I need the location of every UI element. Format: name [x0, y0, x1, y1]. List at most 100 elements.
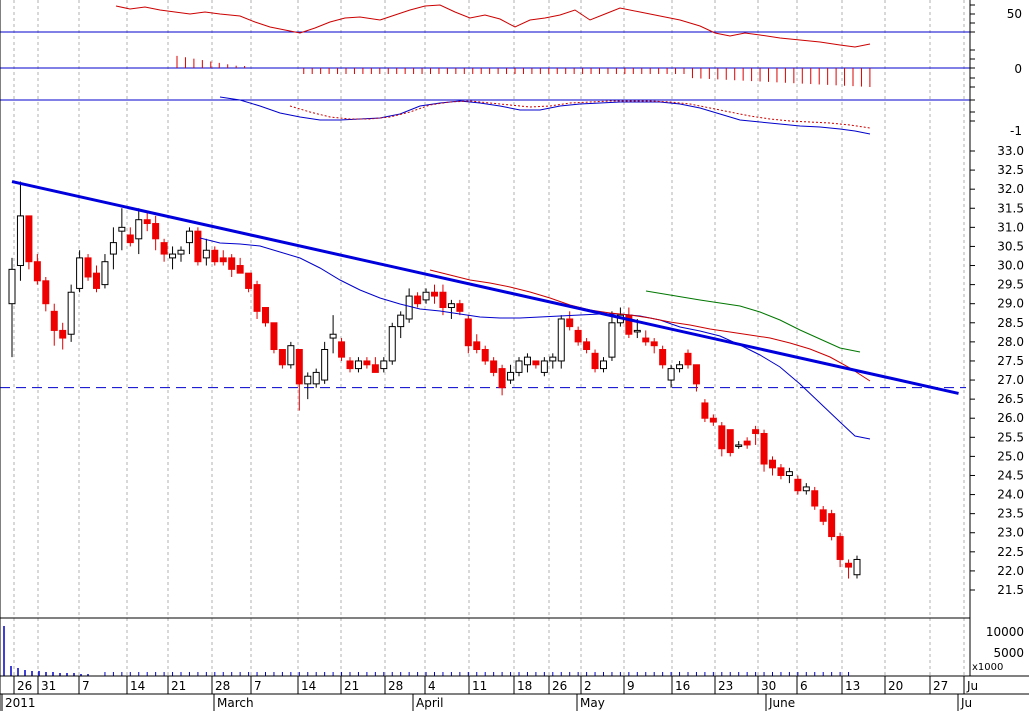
candle-body — [312, 371, 320, 385]
date-tick-label: 28 — [215, 679, 230, 693]
date-tick-label: 21 — [344, 679, 359, 693]
month-labels: 2011 March April May June Ju — [1, 694, 972, 711]
candle-body — [76, 257, 84, 289]
candle — [447, 299, 455, 319]
price-tick-label: 24.0 — [997, 488, 1024, 502]
date-tick-label: 21 — [171, 679, 186, 693]
candle-body — [532, 360, 540, 366]
candle-body — [608, 322, 616, 358]
date-tick-label: 14 — [301, 679, 316, 693]
candle-body — [185, 230, 193, 244]
date-tick-label: 31 — [41, 679, 56, 693]
candle-body — [743, 440, 751, 446]
candle — [515, 357, 523, 377]
candle-body — [228, 257, 236, 270]
date-tick-label: 2 — [584, 679, 592, 693]
candle — [422, 288, 430, 304]
candle — [169, 246, 177, 270]
candle — [380, 357, 388, 373]
candle-body — [684, 352, 692, 366]
candle-body — [194, 230, 202, 263]
candle — [676, 360, 684, 373]
candle — [228, 254, 236, 277]
candle-body — [245, 272, 253, 289]
candle — [735, 441, 743, 449]
moving-average-50 — [429, 269, 871, 382]
candle — [354, 357, 362, 373]
volume-tick-label: 10000 — [986, 625, 1024, 639]
candle — [769, 456, 776, 476]
candle-body — [126, 234, 134, 244]
candle — [338, 338, 346, 361]
candle — [219, 250, 227, 266]
date-tick-label: 6 — [800, 679, 808, 693]
indicator-tick-label: -1 — [1010, 124, 1022, 138]
date-tick-label: 27 — [933, 679, 948, 693]
candle — [540, 357, 548, 377]
candle — [152, 215, 160, 251]
candle-body — [211, 249, 219, 263]
candle-body — [557, 318, 565, 362]
date-tick-label: 23 — [718, 679, 733, 693]
price-tick-label: 22.5 — [997, 545, 1024, 559]
indicator-tick-label: 0 — [1014, 62, 1022, 76]
candle — [321, 341, 329, 384]
price-tick-label: 25.5 — [997, 430, 1024, 444]
candle-body — [515, 360, 523, 373]
candle — [760, 429, 768, 472]
candle-body — [676, 364, 684, 370]
candle — [802, 483, 810, 495]
candle — [709, 414, 717, 426]
candle-body — [481, 349, 489, 362]
price-tick-label: 32.0 — [997, 182, 1024, 196]
candle — [211, 246, 219, 266]
candle — [566, 311, 574, 331]
volume-bars — [3, 626, 850, 676]
candle — [836, 532, 844, 568]
candle — [532, 360, 540, 369]
candle — [726, 429, 734, 457]
date-tick-label: 11 — [472, 679, 487, 693]
candle-body — [802, 486, 810, 492]
volume-unit-label: x1000 — [972, 662, 1003, 673]
price-tick-label: 31.0 — [997, 220, 1024, 234]
candle — [591, 349, 599, 373]
candle-body — [118, 226, 126, 232]
price-tick-label: 25.0 — [997, 449, 1024, 463]
candle-body — [202, 249, 210, 259]
candle — [236, 257, 244, 274]
candle-body — [278, 349, 286, 366]
candle — [414, 292, 422, 308]
candle-body — [464, 318, 472, 347]
candle-body — [828, 513, 836, 538]
candle-body — [169, 253, 177, 259]
candle — [33, 254, 41, 285]
macd-histogram — [176, 55, 871, 87]
price-tick-label: 29.5 — [997, 278, 1024, 292]
date-tick-label: 30 — [761, 679, 776, 693]
candle — [93, 265, 100, 293]
candle — [177, 246, 185, 262]
candle — [507, 364, 515, 384]
candle — [42, 276, 50, 312]
candle-body — [845, 562, 853, 568]
candle — [464, 315, 472, 354]
macd-signal-line — [289, 100, 871, 129]
candle-body — [16, 215, 24, 267]
price-tick-label: 33.0 — [997, 144, 1024, 158]
candle — [270, 322, 278, 354]
price-tick-label: 29.0 — [997, 297, 1024, 311]
date-tick-label: 18 — [517, 679, 532, 693]
candle-body — [287, 345, 295, 366]
vertical-gridlines — [13, 0, 965, 676]
candle — [194, 227, 202, 266]
candle-body — [160, 242, 168, 255]
candle-body — [540, 360, 548, 373]
candle-body — [692, 364, 700, 385]
price-tick-label: 27.0 — [997, 373, 1024, 387]
candle-body — [321, 349, 329, 381]
candle — [684, 349, 692, 369]
month-label: June — [768, 696, 795, 710]
candle-body — [414, 295, 422, 305]
